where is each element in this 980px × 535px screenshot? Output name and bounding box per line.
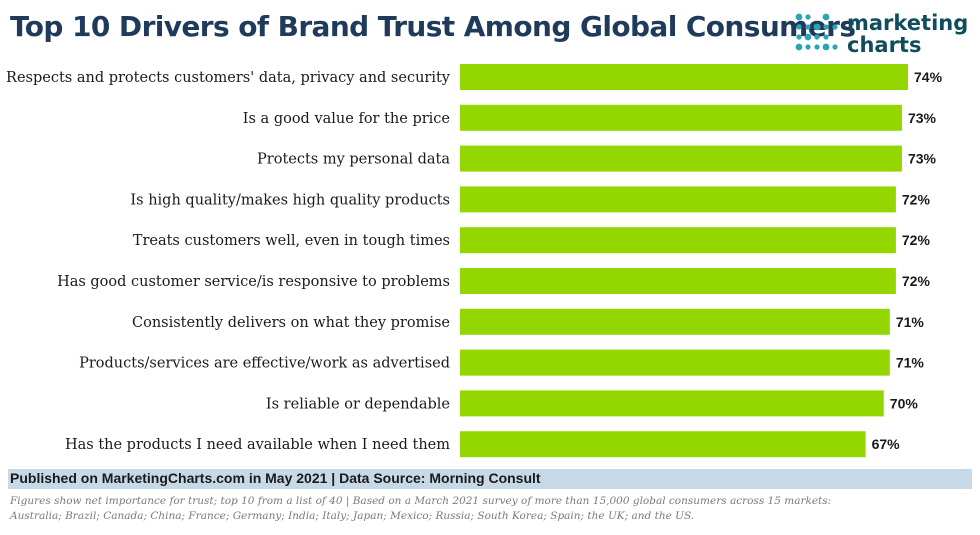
logo-dot [805, 14, 811, 20]
category-label: Consistently delivers on what they promi… [132, 315, 450, 331]
bar [460, 390, 884, 417]
footer-source: Published on MarketingCharts.com in May … [10, 470, 541, 486]
bar [460, 64, 908, 90]
logo-dot [795, 13, 803, 21]
logo-dot [805, 44, 811, 50]
logo-dot [804, 33, 812, 41]
category-label: Treats customers well, even in tough tim… [133, 233, 450, 249]
logo-dot [796, 24, 802, 30]
category-label: Protects my personal data [257, 152, 450, 168]
logo-line-1: marketing [847, 11, 969, 35]
logo-dot [814, 44, 820, 50]
data-label: 73% [908, 151, 937, 167]
logo-dot [832, 44, 838, 50]
category-label: Respects and protects customers' data, p… [6, 70, 451, 86]
footer-notes: Figures show net importance for trust; t… [10, 494, 970, 524]
logo-dot [832, 24, 838, 30]
category-label: Is a good value for the price [243, 111, 450, 127]
data-label: 71% [896, 355, 925, 371]
data-label: 71% [896, 314, 925, 330]
data-label: 70% [890, 395, 919, 411]
bar [460, 145, 902, 172]
footer-note-line-1: Figures show net importance for trust; t… [10, 495, 832, 507]
data-label: 72% [902, 273, 931, 289]
bar-chart-svg: Respects and protects customers' data, p… [6, 64, 943, 458]
category-label: Is reliable or dependable [266, 396, 450, 412]
bar [460, 431, 866, 458]
logo-dot [795, 43, 803, 51]
bar-chart: Respects and protects customers' data, p… [0, 60, 980, 470]
bar [460, 349, 890, 376]
data-label: 74% [914, 69, 943, 85]
category-label: Has good customer service/is responsive … [57, 274, 450, 290]
marketing-charts-logo: marketing charts [795, 12, 975, 56]
bar [460, 268, 896, 294]
data-label: 72% [902, 191, 931, 207]
logo-dot [823, 24, 829, 30]
category-label: Is high quality/makes high quality produ… [130, 192, 450, 208]
footer-band [8, 469, 972, 489]
bar [460, 227, 896, 254]
chart-title: Top 10 Drivers of Brand Trust Among Glob… [10, 10, 856, 43]
logo-dot [813, 23, 821, 31]
category-label: Has the products I need available when I… [65, 437, 450, 453]
data-label: 72% [902, 232, 931, 248]
data-label: 73% [908, 110, 937, 126]
logo-dot [822, 13, 830, 21]
bar [460, 104, 902, 131]
logo-dot [805, 24, 811, 30]
dot-grid-icon [795, 13, 838, 51]
footer-note-line-2: Australia; Brazil; Canada; China; France… [10, 510, 695, 522]
bar [460, 186, 896, 213]
logo-wordmark: marketing charts [847, 12, 968, 56]
data-label: 67% [872, 436, 901, 452]
logo-dot [822, 43, 830, 51]
category-label: Products/services are effective/work as … [79, 356, 450, 372]
logo-dot [823, 34, 829, 40]
logo-line-2: charts [847, 33, 922, 57]
bar [460, 308, 890, 335]
logo-dot [814, 34, 820, 40]
logo-dot [796, 34, 802, 40]
